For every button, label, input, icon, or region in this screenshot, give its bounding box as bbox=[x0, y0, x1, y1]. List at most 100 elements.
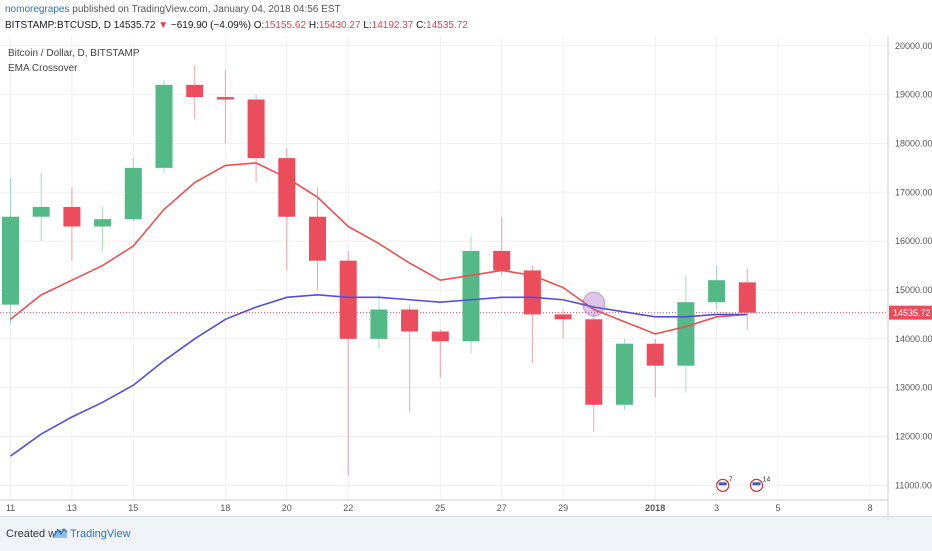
event-flag-stripe bbox=[752, 482, 761, 486]
legend-indicator[interactable]: EMA Crossover bbox=[8, 63, 78, 74]
candle-down[interactable] bbox=[186, 65, 204, 120]
author-link[interactable]: nomoregrapes bbox=[5, 4, 70, 15]
x-tick-label: 27 bbox=[497, 503, 507, 513]
candle-body bbox=[554, 314, 572, 320]
x-tick-label: 8 bbox=[868, 503, 873, 513]
y-tick-label: 16000.00 bbox=[895, 236, 932, 246]
candle-up[interactable] bbox=[155, 79, 173, 173]
candle-body bbox=[94, 219, 112, 227]
chart-legend: Bitcoin / Dollar, D, BITSTAMP EMA Crosso… bbox=[8, 46, 140, 76]
candle-body bbox=[155, 84, 173, 168]
x-tick-label: 20 bbox=[282, 503, 292, 513]
crossover-marker bbox=[582, 291, 606, 317]
x-tick-label: 15 bbox=[128, 503, 138, 513]
y-tick-label: 13000.00 bbox=[895, 383, 932, 393]
candle-up[interactable] bbox=[677, 275, 695, 393]
candle-up[interactable] bbox=[32, 172, 50, 242]
candle-down[interactable] bbox=[247, 94, 265, 183]
price-change: −619.90 (−4.09%) bbox=[170, 20, 251, 31]
candle-body bbox=[339, 260, 357, 339]
candle-body bbox=[370, 309, 388, 339]
y-tick-label: 19000.00 bbox=[895, 90, 932, 100]
high-label: H: bbox=[308, 20, 319, 31]
candle-body bbox=[247, 99, 265, 159]
candle-down[interactable] bbox=[309, 187, 326, 290]
candle-body bbox=[309, 216, 326, 261]
publish-info: nomoregrapes published on TradingView.co… bbox=[5, 4, 341, 15]
candle-up[interactable] bbox=[462, 236, 480, 354]
symbol-label: BITSTAMP:BTCUSD, D bbox=[5, 20, 111, 31]
candle-body bbox=[2, 216, 19, 305]
candle-up[interactable] bbox=[2, 177, 19, 325]
candle-down[interactable] bbox=[646, 338, 664, 398]
down-arrow-icon: ▼ bbox=[158, 20, 169, 31]
last-price-tag-label: 14535.72 bbox=[893, 308, 931, 318]
publish-text: published on TradingView.com, January 04… bbox=[72, 4, 341, 15]
open-value: 15155.62 bbox=[264, 20, 307, 31]
candle-down[interactable] bbox=[431, 329, 449, 378]
candle-body bbox=[738, 282, 756, 313]
candle-down[interactable] bbox=[523, 265, 541, 364]
candle-body bbox=[677, 302, 695, 366]
legend-title: Bitcoin / Dollar, D, BITSTAMP bbox=[8, 48, 140, 59]
candle-body bbox=[186, 84, 204, 98]
x-tick-label: 2018 bbox=[645, 503, 665, 513]
x-tick-label: 29 bbox=[558, 503, 568, 513]
tradingview-logo-icon bbox=[52, 527, 68, 538]
candle-down[interactable] bbox=[585, 314, 603, 432]
last-price: 14535.72 bbox=[113, 20, 156, 31]
y-tick-label: 20000.00 bbox=[895, 41, 932, 51]
footer-bar: Created with TradingView bbox=[0, 516, 932, 551]
candle-body bbox=[708, 280, 726, 303]
x-tick-label: 18 bbox=[220, 503, 230, 513]
low-value: 14192.37 bbox=[371, 20, 414, 31]
high-value: 15430.27 bbox=[318, 20, 361, 31]
candle-body bbox=[646, 343, 664, 366]
created-with-text: Created with bbox=[6, 528, 68, 540]
candle-down[interactable] bbox=[401, 304, 419, 413]
candle-body bbox=[63, 206, 81, 227]
candle-down[interactable] bbox=[493, 216, 511, 276]
ema-fast-line bbox=[10, 162, 748, 335]
candle-up[interactable] bbox=[616, 338, 633, 410]
candle-body bbox=[616, 343, 633, 405]
y-tick-label: 12000.00 bbox=[895, 432, 932, 442]
last-price-tag bbox=[889, 305, 932, 320]
ohlc-line: BITSTAMP:BTCUSD, D 14535.72 ▼ −619.90 (−… bbox=[5, 20, 468, 31]
y-tick-label: 14000.00 bbox=[895, 334, 932, 344]
candle-up[interactable] bbox=[708, 265, 726, 310]
x-tick-label: 25 bbox=[435, 503, 445, 513]
candle-up[interactable] bbox=[124, 158, 142, 222]
candle-body bbox=[124, 167, 142, 220]
event-flag-stripe bbox=[718, 482, 727, 486]
candle-down[interactable] bbox=[278, 148, 296, 271]
candlestick-chart[interactable]: 20000.00 19000.00 18000.00 17000.00 16000.00… bbox=[0, 36, 932, 516]
low-label: L: bbox=[363, 20, 372, 31]
y-tick-label: 15000.00 bbox=[895, 285, 932, 295]
candle-down[interactable] bbox=[63, 187, 81, 261]
close-value: 14535.72 bbox=[426, 20, 468, 31]
y-tick-label: 18000.00 bbox=[895, 138, 932, 148]
candle-up[interactable] bbox=[94, 206, 112, 251]
candle-body bbox=[32, 206, 50, 217]
candle-body bbox=[462, 250, 480, 342]
candle-body bbox=[278, 158, 296, 217]
chart-area[interactable]: 20000.00 19000.00 18000.00 17000.00 16000.00… bbox=[0, 36, 932, 516]
candle-body bbox=[216, 97, 234, 100]
x-tick-label: 11 bbox=[6, 503, 15, 513]
event-badge-count: 7 bbox=[729, 476, 733, 483]
candle-down[interactable] bbox=[216, 70, 234, 144]
event-badge-count: 14 bbox=[763, 476, 771, 483]
candle-down[interactable] bbox=[339, 250, 357, 476]
x-tick-label: 3 bbox=[714, 503, 719, 513]
candle-down[interactable] bbox=[554, 309, 572, 339]
chart-header: nomoregrapes published on TradingView.co… bbox=[0, 0, 932, 36]
close-label: C: bbox=[416, 20, 427, 31]
ema-slow-line bbox=[10, 294, 748, 457]
candle-down[interactable] bbox=[738, 268, 756, 330]
candle-up[interactable] bbox=[370, 294, 388, 349]
tradingview-link[interactable]: TradingView bbox=[70, 528, 131, 540]
x-tick-label: 22 bbox=[343, 503, 353, 513]
y-tick-label: 11000.00 bbox=[895, 480, 932, 490]
x-tick-label: 13 bbox=[67, 503, 77, 513]
